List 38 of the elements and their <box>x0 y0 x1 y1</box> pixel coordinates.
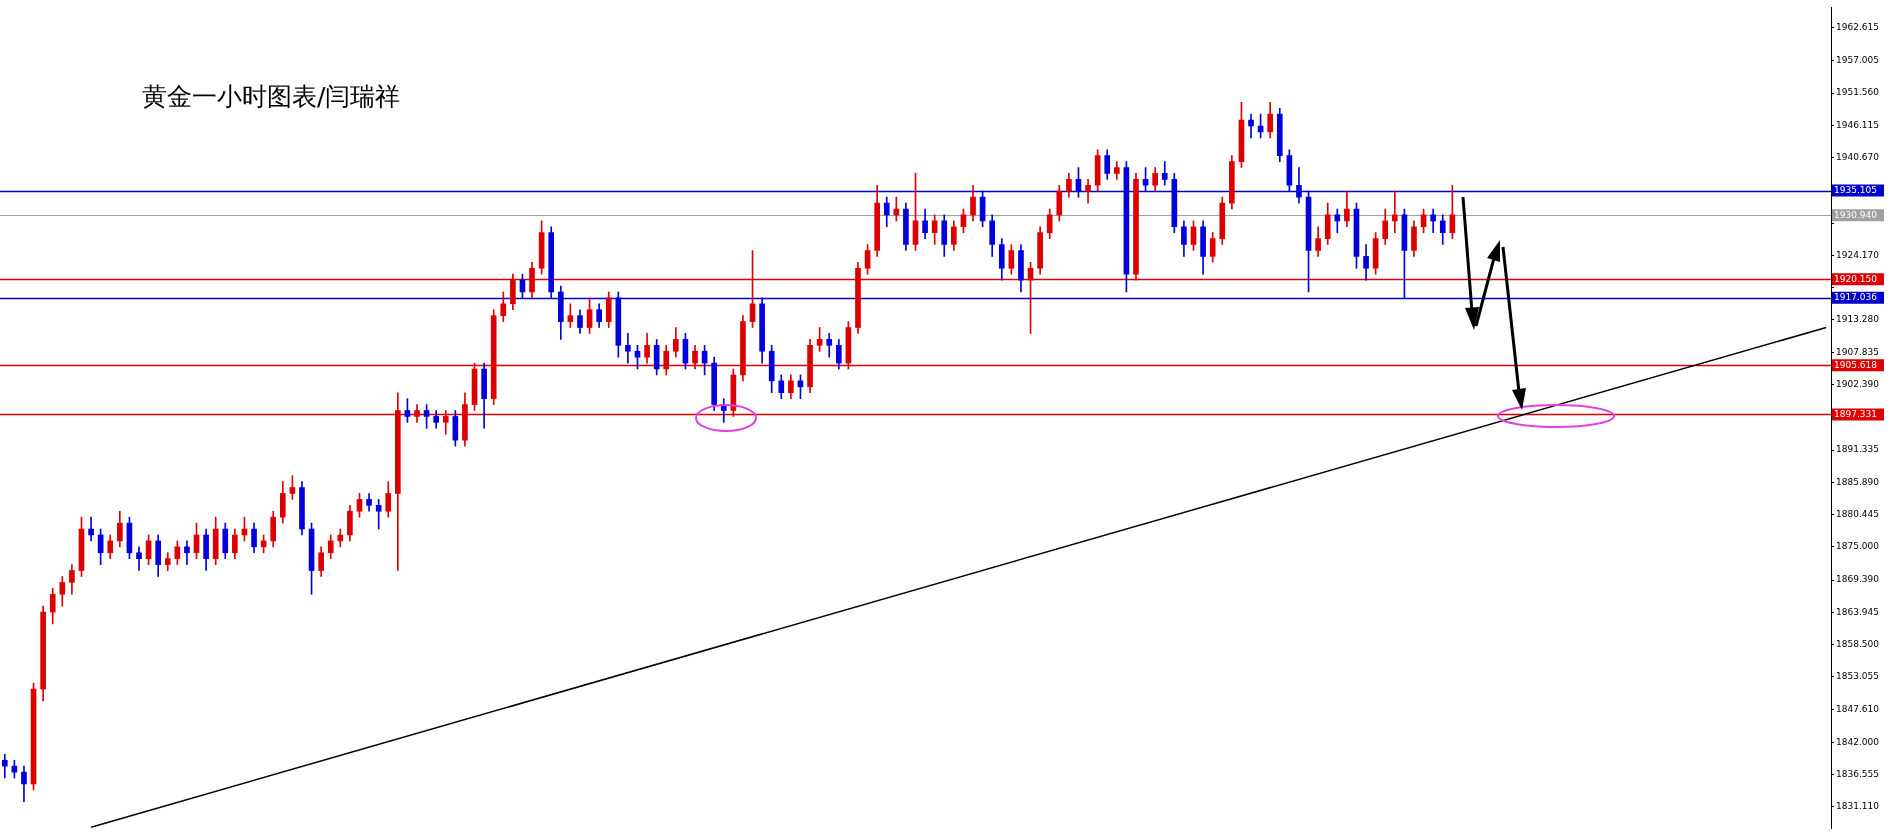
y-tick-label: 1907.835 <box>1836 346 1879 357</box>
candlestick <box>88 516 94 542</box>
candlestick <box>1391 190 1398 234</box>
y-tick-label: 1858.500 <box>1836 638 1880 649</box>
y-tick-label: 1880.445 <box>1836 508 1879 519</box>
candlestick <box>893 196 900 222</box>
y-tick-label: 1875.000 <box>1836 541 1880 552</box>
y-tick-label: 1863.945 <box>1836 606 1879 617</box>
y-tick-label: 1940.670 <box>1836 151 1880 162</box>
ref-line-label: 1935.105 <box>1834 184 1877 195</box>
y-tick-label: 1885.890 <box>1836 476 1880 487</box>
y-tick-label: 1913.280 <box>1836 314 1880 325</box>
candlestick <box>1430 208 1436 234</box>
y-tick-label: 1869.390 <box>1836 574 1880 585</box>
y-tick-label: 1946.115 <box>1836 119 1879 130</box>
y-tick-label: 1842.000 <box>1836 736 1880 747</box>
text: 黄金一小时图表/闫瑞祥 <box>142 81 401 113</box>
y-tick-label: 1902.390 <box>1836 378 1880 389</box>
ref-line-label: 1897.331 <box>1834 408 1877 419</box>
candlestick <box>1248 113 1254 139</box>
candlestick <box>1 753 8 779</box>
candlestick <box>136 546 142 571</box>
ref-line-label: 1905.618 <box>1834 359 1878 370</box>
candlestick <box>1334 208 1341 234</box>
y-tick-label: 1853.055 <box>1836 671 1879 682</box>
y-tick-label: 1836.555 <box>1836 769 1879 780</box>
y-tick-label: 1831.110 <box>1836 801 1880 812</box>
y-tick-label: 1957.005 <box>1836 55 1879 66</box>
candlestick <box>625 333 631 364</box>
ref-line-label: 1917.036 <box>1834 292 1878 303</box>
ref-line-label: 1920.150 <box>1834 273 1878 284</box>
y-tick-label: 1951.560 <box>1836 87 1880 98</box>
ref-line-label: 1930.940 <box>1834 209 1878 220</box>
y-tick-label: 1847.610 <box>1836 703 1880 714</box>
y-tick-label: 1962.615 <box>1836 21 1879 32</box>
y-tick-label: 1924.170 <box>1836 249 1880 260</box>
candlestick <box>1161 161 1168 186</box>
y-tick-label: 1891.335 <box>1836 444 1879 455</box>
